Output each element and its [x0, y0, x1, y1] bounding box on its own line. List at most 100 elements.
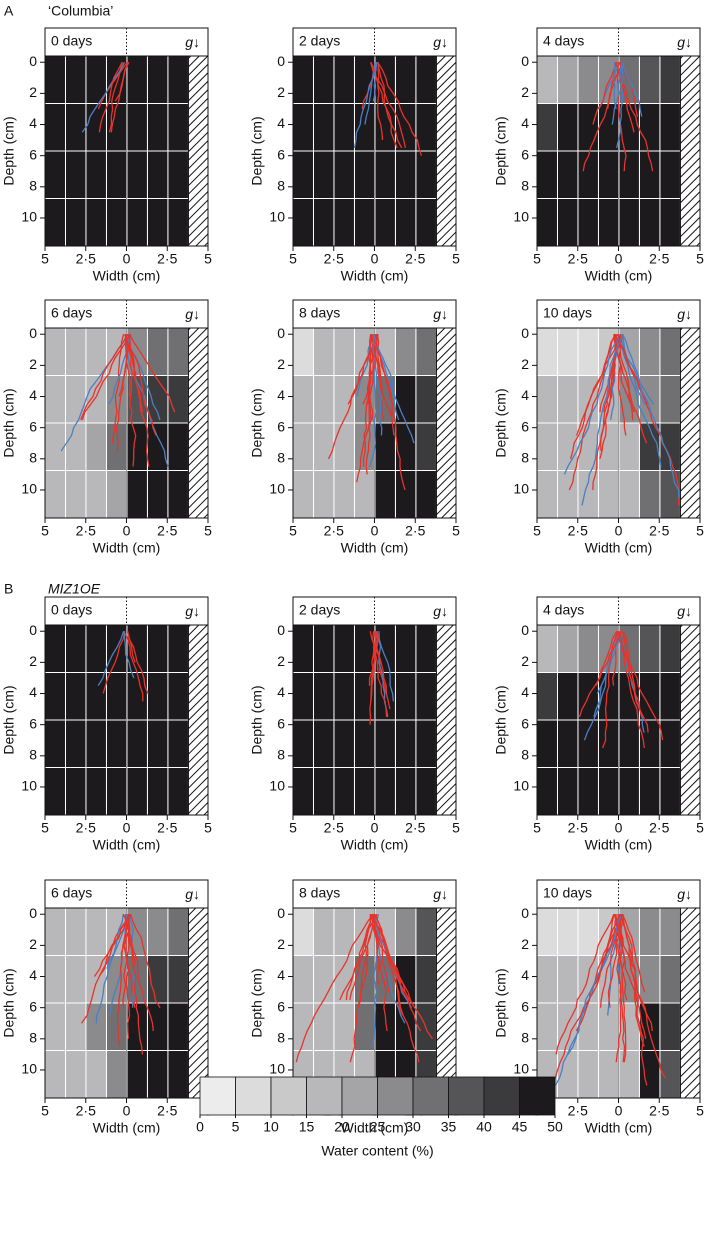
y-tick-label: 0 — [277, 622, 285, 638]
water-cell — [556, 103, 579, 152]
water-cell — [577, 1050, 599, 1099]
water-cell — [415, 672, 437, 721]
water-cell — [167, 103, 189, 152]
water-cell — [577, 327, 599, 376]
colorbar-tick-label: 35 — [441, 1119, 457, 1135]
root-trace — [372, 914, 388, 1032]
water-cell — [333, 55, 355, 104]
x-tick-label: 2·5 — [324, 820, 344, 836]
colorbar-tick-label: 20 — [334, 1119, 350, 1135]
water-cell — [597, 470, 620, 519]
group-label: B — [4, 581, 13, 597]
gravity-symbol: g — [433, 34, 441, 50]
water-cell — [167, 470, 189, 519]
water-cell — [333, 767, 355, 816]
x-axis-label: Width (cm) — [341, 837, 409, 853]
y-tick-label: 2 — [29, 84, 37, 100]
x-tick-label: 5 — [533, 820, 541, 836]
y-tick-label: 8 — [277, 1030, 285, 1046]
x-tick-label: 2·5 — [324, 251, 344, 267]
water-cell — [146, 907, 169, 956]
y-tick-label: 10 — [513, 209, 529, 225]
y-tick-label: 6 — [277, 998, 285, 1014]
y-tick-label: 2 — [29, 356, 37, 372]
water-cell — [64, 719, 87, 768]
root-trace — [362, 334, 379, 405]
colorbar-swatch — [270, 1076, 307, 1116]
y-axis-label: Depth (cm) — [493, 685, 509, 754]
root-trace — [581, 333, 624, 506]
water-cell — [312, 907, 335, 956]
water-cell — [292, 907, 314, 956]
y-tick-label: 8 — [277, 178, 285, 194]
colorbar-swatch — [483, 1076, 520, 1116]
container-wall — [435, 55, 457, 247]
water-cell — [292, 470, 314, 519]
root-trace — [582, 62, 623, 172]
y-tick-label: 0 — [277, 325, 285, 341]
x-tick-label: 5 — [204, 251, 212, 267]
water-cell — [64, 1050, 87, 1099]
water-cell — [292, 955, 314, 1004]
water-cell — [333, 470, 355, 519]
gravity-arrow: ↓ — [193, 603, 200, 619]
x-tick-label: 5 — [289, 523, 297, 539]
water-cell — [638, 103, 661, 152]
root-trace — [108, 62, 124, 133]
y-tick-label: 6 — [277, 418, 285, 434]
root-trace — [362, 334, 375, 467]
water-cell — [85, 103, 107, 152]
gravity-label: g↓ — [185, 306, 200, 322]
water-cell — [374, 1002, 396, 1051]
water-cell — [146, 103, 169, 152]
root-trace — [98, 61, 123, 133]
water-cell — [64, 150, 87, 199]
water-cell — [618, 198, 640, 247]
panel-title: 10 days — [543, 885, 592, 901]
water-cell — [597, 150, 620, 199]
x-tick-label: 0 — [371, 523, 379, 539]
water-cell — [353, 150, 376, 199]
gravity-arrow: ↓ — [193, 886, 200, 902]
water-cell — [536, 150, 558, 199]
water-cell — [374, 470, 396, 519]
panel-title: 2 days — [299, 33, 340, 49]
water-cell — [146, 198, 169, 247]
container-wall — [435, 907, 457, 1099]
water-cell — [312, 624, 335, 673]
root-trace — [621, 631, 643, 718]
x-tick-label: 5 — [41, 523, 49, 539]
water-cell — [597, 422, 620, 471]
water-cell — [292, 103, 314, 152]
y-tick-label: 6 — [521, 146, 529, 162]
y-tick-label: 8 — [521, 178, 529, 194]
water-cell — [659, 150, 681, 199]
x-tick-label: 5 — [289, 820, 297, 836]
water-cell — [394, 103, 417, 152]
x-tick-label: 2·5 — [76, 251, 96, 267]
x-axis-label: Width (cm) — [585, 837, 653, 853]
water-cell — [659, 103, 681, 152]
water-cell — [556, 955, 579, 1004]
y-tick-label: 4 — [521, 967, 529, 983]
y-tick-label: 0 — [29, 905, 37, 921]
water-cell — [64, 955, 87, 1004]
water-cell — [64, 198, 87, 247]
gravity-label: g↓ — [433, 886, 448, 902]
x-tick-label: 0 — [123, 820, 131, 836]
water-cell — [64, 1002, 87, 1051]
water-cell — [312, 1002, 335, 1051]
water-cell — [353, 198, 376, 247]
water-cell — [146, 1002, 169, 1051]
x-tick-label: 5 — [696, 523, 704, 539]
root-trace — [111, 334, 125, 444]
root-trace — [373, 913, 406, 993]
colorbar-swatch — [235, 1076, 272, 1116]
container-wall — [435, 624, 457, 816]
water-cell — [85, 150, 107, 199]
colorbar-tick-label: 10 — [263, 1119, 279, 1135]
gravity-label: g↓ — [433, 603, 448, 619]
water-cell — [556, 375, 579, 424]
panel-title: 4 days — [543, 602, 584, 618]
water-cell — [374, 422, 396, 471]
